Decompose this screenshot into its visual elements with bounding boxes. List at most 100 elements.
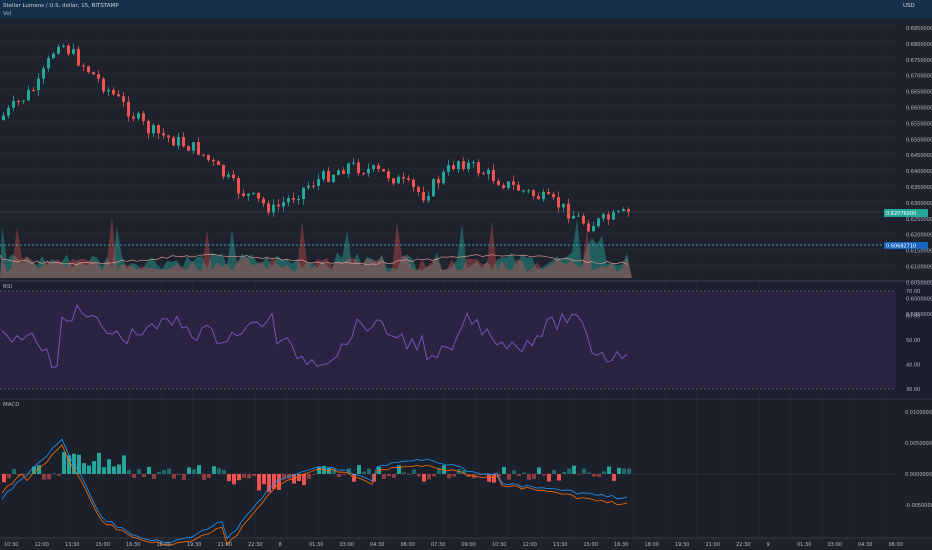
candle-body	[442, 171, 445, 184]
candle-body	[312, 185, 315, 187]
candle-body	[527, 190, 530, 192]
candle-body	[307, 185, 310, 188]
volume-area-bear	[0, 216, 632, 278]
candle-body	[122, 96, 125, 102]
candle-body	[462, 161, 465, 169]
line-price-label: 0.60682710	[886, 244, 916, 250]
candle-body	[72, 49, 75, 54]
currency-label: USD	[903, 3, 915, 9]
candle-body	[47, 58, 50, 69]
macd-bar	[447, 474, 451, 479]
candle-body	[132, 116, 135, 119]
macd-bar	[152, 474, 156, 479]
macd-pane-background	[0, 400, 932, 538]
macd-bar	[317, 466, 321, 474]
macd-bar	[282, 474, 286, 480]
macd-bar	[337, 474, 341, 477]
candle-body	[562, 203, 565, 208]
candle-body	[537, 195, 540, 200]
macd-bar	[192, 469, 196, 474]
candle-body	[202, 154, 205, 156]
candle-body	[242, 193, 245, 196]
macd-bar	[607, 466, 611, 474]
macd-bar	[527, 474, 531, 480]
candle-body	[587, 223, 590, 232]
macd-bar	[567, 468, 571, 474]
candle-body	[172, 137, 175, 146]
candle-body	[417, 187, 420, 193]
macd-bar	[27, 473, 31, 475]
time-axis-label: 22:30	[248, 542, 262, 548]
time-axis-label: 03:00	[340, 542, 354, 548]
macd-bar	[392, 474, 396, 478]
macd-bar	[277, 474, 281, 490]
macd-bar	[37, 465, 41, 474]
candle-body	[177, 137, 180, 146]
candle-body	[477, 162, 480, 174]
candle-body	[182, 137, 185, 147]
candle-body	[167, 135, 170, 138]
time-axis-label: 15:00	[584, 542, 598, 548]
macd-bar	[512, 470, 516, 474]
candle-body	[427, 196, 430, 201]
macd-bar	[222, 470, 226, 474]
macd-bar	[517, 474, 521, 476]
macd-bar	[467, 474, 471, 477]
time-axis-label: 06:00	[401, 542, 415, 548]
candle-body	[382, 169, 385, 172]
candle-body	[532, 190, 535, 196]
macd-bar	[177, 474, 181, 475]
volume-area	[0, 218, 632, 278]
macd-bar	[232, 474, 236, 485]
volume-label: Vol	[3, 11, 12, 17]
macd-bar	[127, 469, 131, 474]
candle-body	[97, 74, 100, 79]
candle-body	[22, 100, 25, 102]
candle-body	[557, 197, 560, 208]
candle-body	[2, 115, 5, 120]
rsi-tick-label: 50.00	[906, 338, 920, 344]
candle-body	[322, 171, 325, 180]
candle-body	[392, 178, 395, 184]
candle-body	[402, 176, 405, 179]
macd-bar	[332, 468, 336, 474]
candle-body	[572, 215, 575, 219]
candle-body	[622, 209, 625, 212]
time-axis-label: 19:30	[675, 542, 689, 548]
macd-bar	[432, 474, 436, 477]
candle-body	[232, 174, 235, 179]
time-axis-label: 01:30	[797, 542, 811, 548]
candle-body	[277, 204, 280, 207]
candle-body	[487, 169, 490, 175]
candle-body	[357, 162, 360, 174]
macd-line	[1, 438, 628, 543]
macd-bar	[572, 465, 576, 474]
macd-bar	[422, 474, 426, 482]
candle-body	[607, 214, 610, 220]
time-axis-label: 22:30	[736, 542, 750, 548]
macd-bar	[272, 474, 276, 489]
macd-bar	[357, 465, 361, 474]
macd-bar	[477, 474, 481, 476]
rsi-line	[1, 304, 628, 369]
macd-bar	[207, 474, 211, 478]
candle-body	[157, 125, 160, 134]
macd-bar	[142, 474, 146, 477]
candle-body	[62, 45, 65, 47]
time-axis-label: 12:00	[35, 542, 49, 548]
macd-bar	[197, 465, 201, 474]
macd-bar	[537, 467, 541, 474]
time-axis-label: 15:00	[96, 542, 110, 548]
candle-body	[252, 192, 255, 194]
macd-bar	[7, 474, 11, 479]
candle-body	[577, 215, 580, 217]
time-axis-label: 19:30	[187, 542, 201, 548]
time-axis-label: 13:30	[553, 542, 567, 548]
macd-bar	[172, 474, 176, 479]
